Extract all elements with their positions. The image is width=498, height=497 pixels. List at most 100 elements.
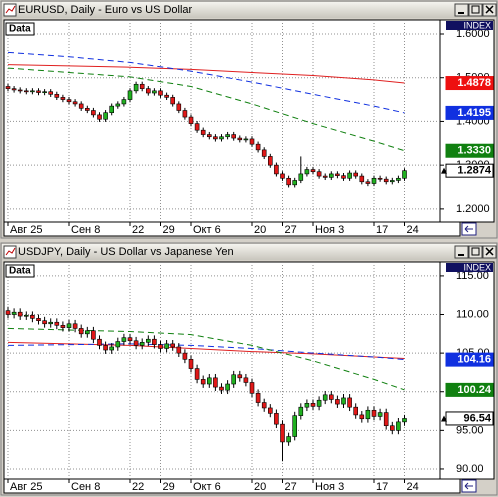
x-tick-label: Авг 25 [10, 224, 42, 236]
x-tick-label: Авг 25 [10, 481, 42, 493]
candle-body [231, 134, 236, 139]
candle-body [213, 377, 218, 388]
candle-body [219, 136, 224, 140]
candle-body [267, 407, 273, 414]
candle-body [48, 321, 54, 325]
candle-body [30, 314, 35, 319]
candle-body [389, 180, 395, 183]
candle-body [310, 169, 316, 173]
x-tick-label: 17 [376, 224, 388, 236]
price-label-box [445, 163, 494, 178]
candle-body [347, 172, 352, 179]
candle-body [72, 323, 78, 329]
candle-body [383, 178, 389, 183]
candle-body [402, 170, 407, 179]
index-badge [446, 21, 493, 30]
candle-body [304, 169, 310, 175]
candle-body [267, 156, 273, 166]
y-tick-label: 115.00 [456, 270, 489, 282]
price-label-box [445, 76, 494, 91]
plot-area [3, 261, 441, 480]
x-tick-label: 22 [132, 481, 144, 493]
candle-body [60, 325, 66, 328]
price-label: 1.2874 [457, 165, 492, 177]
x-tick-label: 22 [132, 224, 144, 236]
candle-body [377, 177, 383, 180]
y-tick-label: 1.6000 [456, 28, 490, 40]
y-tick-label: 1.2000 [456, 203, 490, 215]
candle-body [139, 83, 145, 89]
moving-average-line [7, 67, 405, 152]
price-label: 104.16 [457, 354, 491, 366]
candle-body [207, 134, 212, 138]
price-label: 100.24 [457, 384, 492, 396]
candle-body [36, 90, 41, 93]
price-label: 96.54 [463, 412, 491, 424]
candle-body [188, 359, 194, 369]
x-tick-label: 29 [163, 481, 175, 493]
candle-body [213, 136, 218, 140]
price-axis [439, 261, 495, 480]
glyph [471, 247, 480, 256]
candle-body [146, 338, 151, 343]
minimize-button[interactable] [454, 245, 469, 259]
candle-body [261, 149, 267, 157]
time-axis [3, 221, 461, 237]
candle-body [54, 94, 60, 98]
candle-body [298, 406, 304, 416]
last-price-marker [441, 415, 447, 422]
candle-body [207, 377, 212, 385]
scroll-glyph [464, 482, 473, 490]
candle-body [66, 99, 72, 103]
candle-body [103, 345, 108, 351]
candle-body [359, 175, 365, 183]
candle-body [5, 86, 11, 89]
candle-body [194, 368, 200, 380]
candle-body [328, 173, 334, 178]
chart-icon-line [5, 247, 16, 256]
last-price-marker [441, 167, 447, 174]
candle-body [402, 418, 407, 423]
price-label: 1.4878 [457, 77, 491, 89]
candle-body [115, 341, 121, 348]
candle-body [182, 352, 188, 360]
candle-body [237, 137, 243, 141]
price-label-box [445, 382, 494, 397]
x-tick-label: Ноя 3 [315, 224, 344, 236]
candle-body [310, 403, 316, 407]
moving-average-line [7, 51, 405, 114]
candle-body [109, 105, 114, 113]
candle-body [255, 143, 261, 151]
data-tag [5, 22, 35, 36]
index-badge-label: INDEX [463, 20, 491, 30]
candle-body [389, 425, 395, 431]
minimize-button[interactable] [454, 3, 469, 17]
candle-body [335, 399, 340, 405]
chart-icon-line [5, 5, 16, 14]
candle-body [286, 436, 291, 443]
candle-body [97, 338, 102, 346]
candle-body [341, 397, 346, 405]
y-tick-label: 90.00 [456, 463, 484, 475]
candle-body [66, 323, 72, 328]
candle-body [249, 382, 255, 394]
price-label-box [445, 105, 494, 120]
candle-body [72, 101, 78, 105]
x-tick-label: 24 [407, 481, 419, 493]
candle-body [23, 314, 29, 317]
x-tick-label: 27 [285, 224, 297, 236]
candle-body [78, 328, 84, 335]
candle-body [54, 321, 60, 326]
candle-body [322, 394, 328, 401]
candle-body [341, 175, 346, 179]
candle-body [115, 103, 121, 107]
candle-body [5, 310, 11, 315]
candle-body [17, 89, 23, 92]
candle-body [23, 90, 29, 93]
candle-body [85, 330, 90, 335]
candle-body [109, 346, 114, 351]
price-label-box [445, 411, 494, 426]
candle-body [97, 114, 102, 120]
candle-body [176, 103, 182, 111]
